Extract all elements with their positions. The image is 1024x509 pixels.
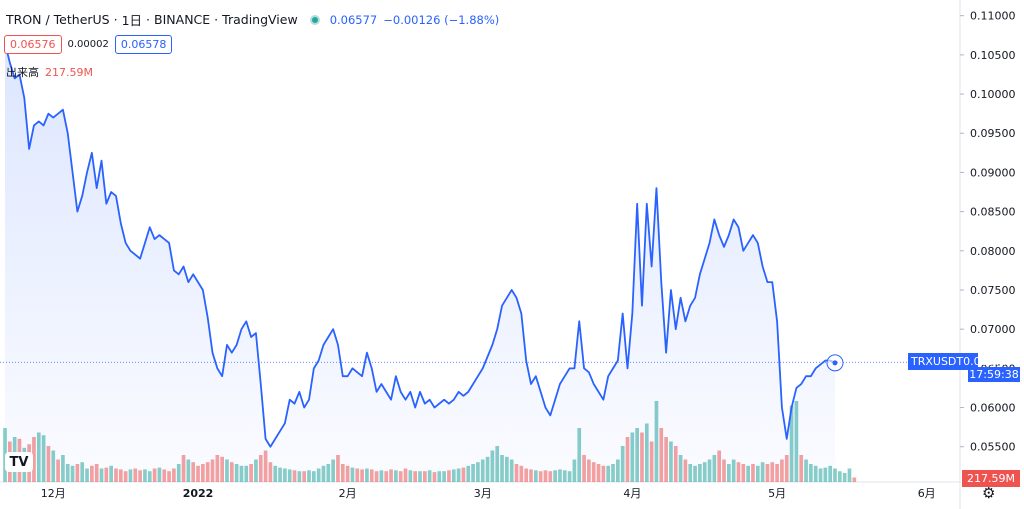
volume-legend: 出来高 217.59M [6, 64, 93, 80]
y-tick-label: 0.06000 [970, 402, 1016, 415]
bar-countdown: 17:59:38 [968, 367, 1020, 382]
spread-value: 0.00002 [67, 39, 109, 50]
bid-button[interactable]: 0.06576 [4, 35, 62, 54]
y-tick-label: 0.09000 [970, 166, 1016, 179]
x-tick-label: 2022 [183, 487, 214, 500]
price-series-line [4, 42, 836, 448]
x-tick-label: 3月 [474, 487, 492, 500]
volume-bar [847, 468, 852, 482]
y-tick-label: 0.11000 [970, 10, 1016, 23]
volume-label[interactable]: 出来高 [6, 66, 39, 79]
x-tick-label: 2月 [339, 487, 357, 500]
legend-separator: · [146, 12, 151, 27]
platform-label: TradingView [222, 12, 298, 27]
y-tick-label: 0.10000 [970, 88, 1016, 101]
tradingview-logo-icon[interactable]: TV [5, 452, 33, 472]
last-point-dot [832, 360, 838, 366]
y-tick-label: 0.07000 [970, 323, 1016, 336]
time-axis[interactable]: 12月20222月3月4月5月6月7月 [41, 487, 1024, 500]
y-tick-label: 0.08500 [970, 206, 1016, 219]
price-change: −0.00126 (−1.88%) [383, 12, 500, 27]
x-tick-label: 6月 [918, 487, 936, 500]
x-tick-label: 4月 [623, 487, 641, 500]
price-area-fill [5, 43, 835, 483]
volume-bar [842, 473, 847, 482]
volume-price-tag: 217.59M [962, 470, 1020, 487]
price-tag-symbol: TRXUSDT [911, 355, 964, 368]
legend-separator: · [113, 12, 118, 27]
volume-value: 217.59M [45, 66, 93, 79]
volume-bar [837, 471, 842, 482]
x-tick-label: 5月 [768, 487, 786, 500]
gear-icon[interactable]: ⚙ [982, 484, 996, 502]
ask-button[interactable]: 0.06578 [114, 35, 173, 54]
price-area [0, 42, 960, 483]
y-tick-label: 0.09500 [970, 127, 1016, 140]
volume-bar [852, 477, 857, 482]
price-tag-value: 0.06577 [963, 355, 1009, 368]
volume-bar [833, 468, 837, 482]
x-tick-label: 12月 [41, 487, 66, 500]
exchange-label: BINANCE [154, 12, 211, 27]
y-tick-label: 0.07500 [970, 284, 1016, 297]
bid-ask-panel: 0.06576 0.00002 0.06578 [4, 35, 173, 54]
last-price: 0.06577 [329, 12, 378, 27]
market-status-icon[interactable] [309, 14, 320, 25]
legend-separator: · [214, 12, 219, 27]
symbol-legend: TRON / TetherUS · 1日 · BINANCE · Trading… [6, 10, 505, 29]
y-tick-label: 0.10500 [970, 49, 1016, 62]
y-tick-label: 0.08000 [970, 245, 1016, 258]
y-tick-label: 0.05500 [970, 441, 1016, 454]
last-price-tag: TRXUSDT 0.06577 [908, 353, 1009, 370]
interval-label[interactable]: 1日 [121, 13, 143, 28]
symbol-name[interactable]: TRON / TetherUS [6, 12, 110, 27]
